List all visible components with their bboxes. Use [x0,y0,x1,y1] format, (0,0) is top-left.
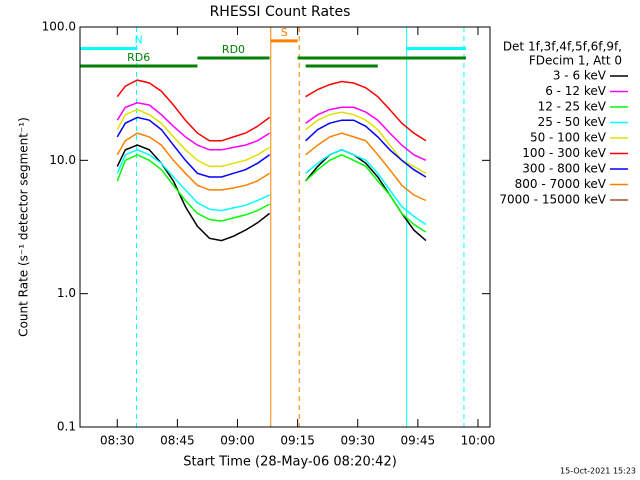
x-tick-label: 10:00 [461,434,496,448]
y-tick-label: 100.0 [42,20,76,34]
x-tick-label: 09:45 [401,434,436,448]
series-line [116,108,270,168]
series-line [116,144,271,242]
x-tick-label: 09:30 [340,434,375,448]
series-line [305,132,427,202]
series-line [116,79,271,142]
chart-title: RHESSI Count Rates [210,4,351,20]
legend-label: 12 - 25 keV [538,100,607,114]
y-tick-label: 0.1 [57,420,76,434]
series-line [116,148,270,212]
flag-label: S [281,26,288,39]
legend-label: 100 - 300 keV [522,146,606,160]
plot-frame [79,26,491,428]
series-line [305,119,427,178]
series-line [116,153,270,222]
legend-label: 50 - 100 keV [530,131,607,145]
footer: 15-Oct-2021 15:23 [560,467,636,476]
legend-label: 3 - 6 keV [553,69,607,83]
legend-label: 6 - 12 keV [545,84,607,98]
x-tick-label: 08:45 [160,434,195,448]
legend-label: 800 - 7000 keV [515,177,607,191]
series-line [305,80,427,142]
x-axis-label: Start Time (28-May-06 08:20:42) [183,455,397,470]
series-line [305,106,427,161]
flag-label: RD6 [127,51,150,64]
series-line [116,102,271,151]
series-line [116,116,271,178]
series-line [305,153,427,233]
legend-label: 25 - 50 keV [538,115,607,129]
y-tick-label: 10.0 [49,153,76,167]
legend-label: 300 - 800 keV [522,162,606,176]
legend-label: 7000 - 15000 keV [499,193,606,207]
x-tick-label: 08:30 [100,434,135,448]
y-tick-label: 1.0 [57,286,76,300]
series-line [116,132,271,191]
legend-header: FDecim 1, Att 0 [529,54,622,68]
flag-label: N [135,33,143,46]
series-line [305,148,427,226]
x-tick-label: 09:15 [280,434,315,448]
x-tick-label: 09:00 [220,434,255,448]
series-line [305,148,427,242]
series-line [305,111,427,174]
y-axis-label: Count Rate (s⁻¹ detector segment⁻¹) [17,117,31,337]
legend-header: Det 1f,3f,4f,5f,6f,9f, [503,40,622,54]
flag-label: RD0 [222,43,245,56]
